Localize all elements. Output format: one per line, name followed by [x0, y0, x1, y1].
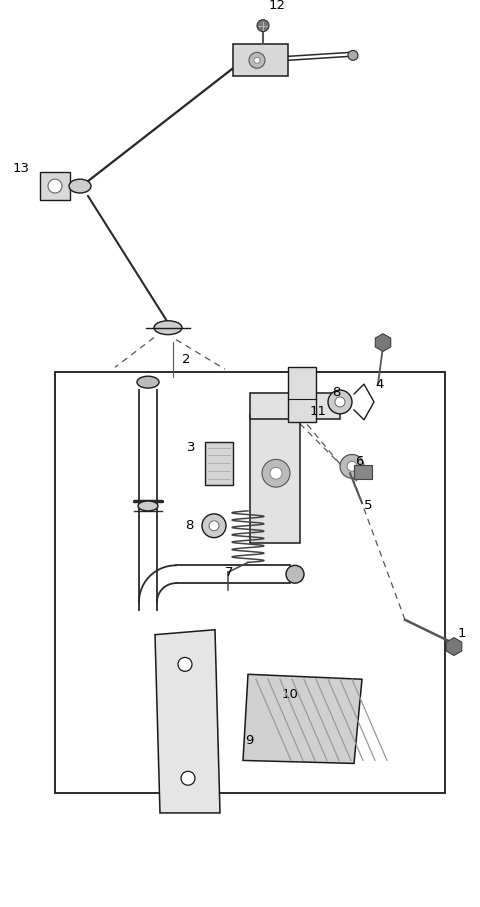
Circle shape [181, 771, 195, 785]
Bar [250, 414, 300, 542]
Text: 2: 2 [182, 353, 191, 366]
Text: 4: 4 [375, 377, 384, 391]
Ellipse shape [69, 180, 91, 193]
Circle shape [340, 454, 364, 478]
Ellipse shape [138, 501, 158, 511]
Bar [55, 372, 445, 793]
Ellipse shape [286, 565, 304, 583]
Text: 3: 3 [187, 441, 195, 454]
Circle shape [348, 51, 358, 60]
Circle shape [178, 658, 192, 671]
Text: 6: 6 [355, 455, 363, 468]
Polygon shape [155, 629, 220, 813]
Text: 8: 8 [332, 385, 340, 398]
Circle shape [209, 521, 219, 531]
Text: 12: 12 [269, 0, 286, 13]
Circle shape [202, 514, 226, 538]
Circle shape [254, 57, 260, 63]
Circle shape [347, 462, 357, 472]
Text: 13: 13 [13, 161, 30, 175]
Circle shape [335, 397, 345, 407]
Bar [40, 172, 70, 200]
Text: 8: 8 [185, 519, 193, 532]
Text: 1: 1 [458, 627, 467, 640]
Circle shape [48, 180, 62, 193]
Circle shape [270, 467, 282, 479]
Circle shape [328, 390, 352, 414]
Bar [250, 393, 340, 419]
Ellipse shape [137, 376, 159, 388]
Bar [233, 44, 288, 76]
Text: 9: 9 [245, 734, 253, 747]
Polygon shape [243, 674, 362, 764]
Circle shape [262, 459, 290, 487]
Ellipse shape [154, 321, 182, 335]
Bar [205, 442, 233, 485]
Circle shape [249, 53, 265, 68]
Text: 10: 10 [282, 688, 299, 700]
Circle shape [257, 20, 269, 32]
Bar [288, 367, 316, 422]
Text: 11: 11 [310, 405, 327, 418]
Text: 7: 7 [225, 566, 233, 579]
Text: 5: 5 [364, 500, 372, 512]
Bar [354, 465, 372, 479]
